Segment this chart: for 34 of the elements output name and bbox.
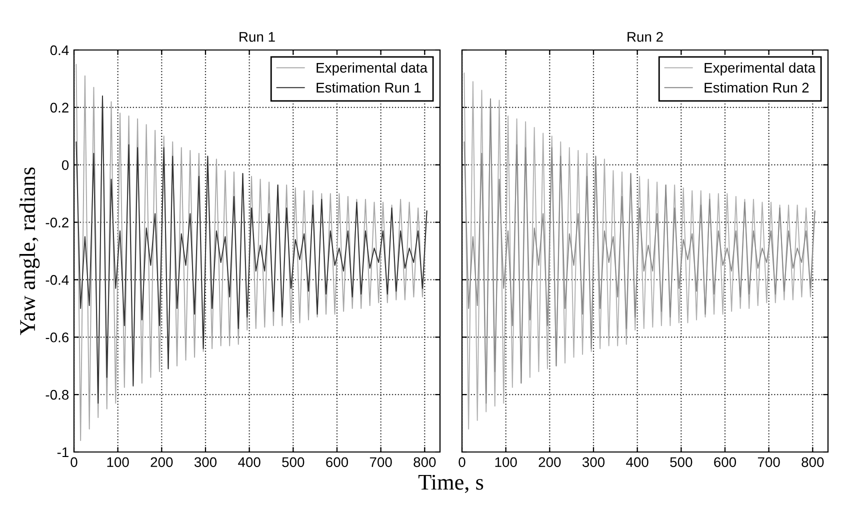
x-tick-label: 500	[282, 457, 304, 468]
y-axis-title: Yaw angle, radians	[19, 167, 40, 336]
x-tick-label: 200	[150, 457, 173, 468]
x-tick-label: 0	[70, 457, 78, 468]
x-tick-label: 800	[802, 457, 824, 468]
x-tick-label: 300	[194, 457, 217, 468]
y-tick-label: -0.6	[46, 332, 69, 342]
x-tick-label: 400	[626, 457, 648, 468]
chart-title: Run 1	[240, 32, 275, 42]
legend-label: Estimation Run 2	[704, 82, 809, 93]
x-tick-label: 100	[107, 457, 129, 468]
x-tick-label: 600	[714, 457, 736, 468]
y-tick-label: 0.4	[50, 45, 69, 56]
x-tick-label: 200	[538, 457, 561, 468]
chart-title: Run 2	[628, 32, 663, 42]
x-tick-label: 300	[582, 457, 605, 468]
x-tick-label: 400	[238, 457, 260, 468]
x-tick-label: 700	[758, 457, 780, 468]
x-tick-label: 800	[414, 457, 436, 468]
x-tick-label: 0	[458, 457, 466, 468]
y-tick-label: 0	[62, 160, 69, 170]
legend-label: Experimental data	[316, 62, 428, 76]
x-tick-label: 100	[495, 457, 517, 468]
y-tick-label: -0.2	[46, 218, 68, 228]
legend-label: Experimental data	[704, 62, 816, 76]
x-tick-label: 600	[326, 457, 348, 468]
y-tick-label: 0.2	[50, 102, 68, 113]
y-tick-label: -0.8	[46, 390, 69, 400]
x-tick-label: 500	[670, 457, 692, 468]
legend-label: Estimation Run 1	[316, 82, 421, 93]
x-tick-label: 700	[370, 457, 392, 468]
y-tick-label: -1	[57, 447, 68, 458]
y-tick-label: -0.4	[46, 275, 69, 285]
x-axis-title: Time, s	[418, 474, 484, 493]
